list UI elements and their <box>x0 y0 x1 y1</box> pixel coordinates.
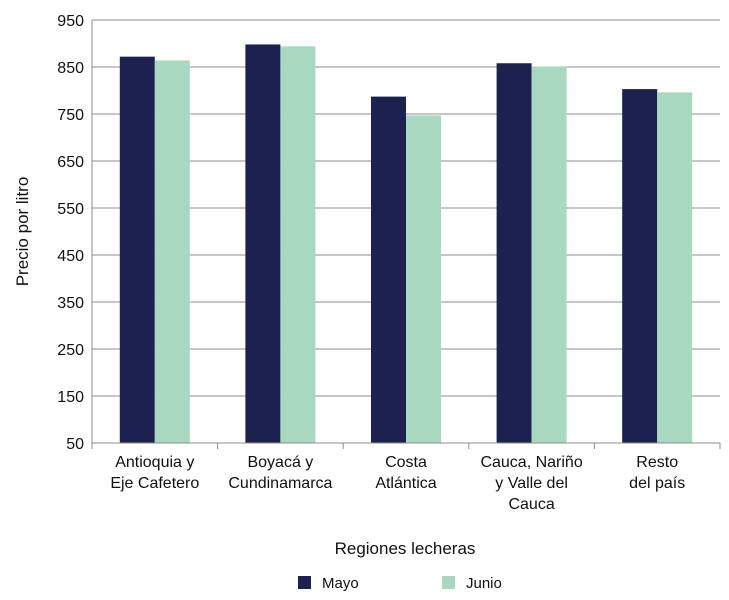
category-label-line: Boyacá y <box>247 454 313 471</box>
category-label: Costa Atlántica <box>375 454 436 492</box>
legend-label-junio: Junio <box>466 575 502 592</box>
category-label-line: Resto <box>636 454 678 471</box>
category-label-line: Cauca, Nariño <box>480 454 582 471</box>
bar-mayo-3 <box>496 63 532 444</box>
category-label: Boyacá y Cundinamarca <box>228 454 332 492</box>
category-label: Antioquia y Eje Cafetero <box>110 454 199 492</box>
bars <box>119 44 693 444</box>
category-label-line: Cundinamarca <box>228 475 332 492</box>
category-labels: Antioquia y Eje Cafetero Boyacá y Cundinama… <box>110 454 685 513</box>
legend-swatch-mayo <box>298 576 311 589</box>
legend-swatch-junio <box>442 576 455 589</box>
category-label-line: Antioquia y <box>115 454 194 471</box>
category-label-line: del país <box>629 475 685 492</box>
category-label: Resto del país <box>629 454 685 492</box>
category-label-line: Atlántica <box>375 475 436 492</box>
y-tick-label: 750 <box>57 107 84 124</box>
category-label: Cauca, Nariño y Valle del Cauca <box>480 454 582 513</box>
bar-mayo-4 <box>622 89 658 443</box>
category-label-line: Costa <box>385 454 427 471</box>
y-tick-label: 650 <box>57 154 84 171</box>
y-axis-title: Precio por litro <box>13 177 32 287</box>
legend: Mayo Junio <box>298 575 502 592</box>
y-tick-label: 850 <box>57 60 84 77</box>
y-tick-label: 950 <box>57 13 84 30</box>
bar-junio-1 <box>280 46 316 443</box>
y-tick-label: 250 <box>57 342 84 359</box>
y-tick-label: 50 <box>66 436 84 453</box>
x-axis-title: Regiones lecheras <box>335 539 476 558</box>
y-tick-labels: 50 150 250 350 450 550 650 750 850 950 <box>57 13 84 453</box>
bar-junio-3 <box>531 66 567 443</box>
category-label-line: Eje Cafetero <box>110 475 199 492</box>
category-label-line: y Valle del <box>495 475 568 492</box>
bar-mayo-1 <box>245 44 281 443</box>
y-tick-label: 550 <box>57 201 84 218</box>
legend-label-mayo: Mayo <box>322 575 359 592</box>
bar-junio-2 <box>406 115 441 443</box>
bar-junio-4 <box>657 92 693 443</box>
bar-mayo-2 <box>371 96 406 444</box>
category-label-line: Cauca <box>508 496 554 513</box>
y-tick-label: 150 <box>57 389 84 406</box>
bar-mayo-0 <box>119 56 155 443</box>
bar-junio-0 <box>154 60 190 444</box>
y-tick-label: 350 <box>57 295 84 312</box>
axes <box>91 20 721 449</box>
y-tick-label: 450 <box>57 248 84 265</box>
